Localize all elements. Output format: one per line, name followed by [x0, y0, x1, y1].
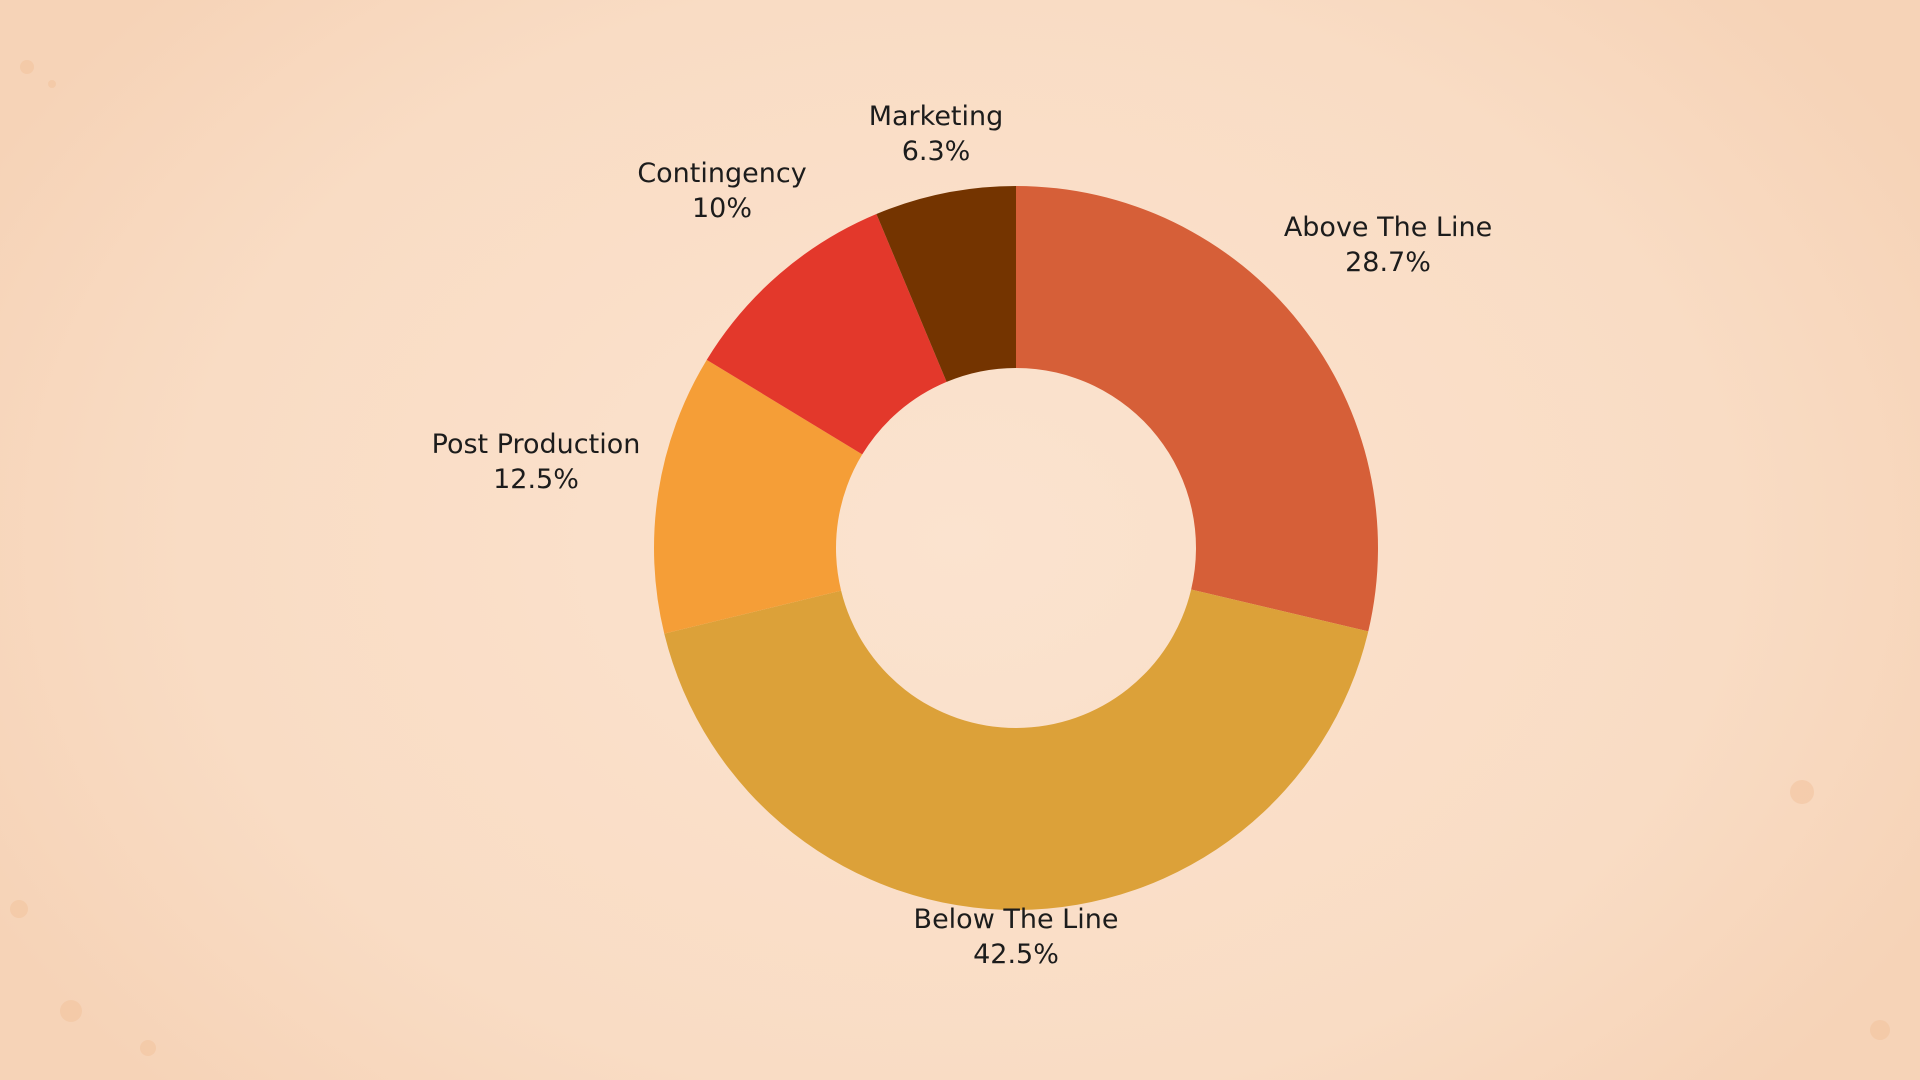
donut-slice-post-production	[654, 359, 863, 634]
slice-label-name: Above The Line	[1284, 212, 1492, 243]
texture-speck	[1790, 780, 1814, 804]
slice-label-value: 42.5%	[973, 939, 1059, 970]
slice-label-value: 28.7%	[1345, 247, 1431, 278]
slice-label-name: Marketing	[869, 101, 1004, 132]
texture-speck	[48, 80, 56, 88]
slice-label-name: Post Production	[432, 429, 641, 460]
donut-slice-contingency	[706, 213, 947, 455]
slice-labels: Above The Line 28.7% Below The Line 42.5% Po…	[432, 101, 1493, 970]
texture-speck	[1870, 1020, 1890, 1040]
slice-label-name: Contingency	[637, 158, 806, 189]
texture-speck	[140, 1040, 156, 1056]
donut-slices	[654, 186, 1379, 911]
slice-label-value: 12.5%	[493, 464, 579, 495]
slice-label-value: 10%	[692, 193, 752, 224]
texture-speck	[10, 900, 28, 918]
slice-label-name: Below The Line	[914, 904, 1119, 935]
donut-slice-below-the-line	[664, 589, 1369, 911]
donut-slice-above-the-line	[1016, 186, 1379, 632]
texture-speck	[60, 1000, 82, 1022]
texture-speck	[20, 60, 34, 74]
donut-slice-marketing	[876, 186, 1016, 382]
slice-label-value: 6.3%	[902, 136, 971, 167]
